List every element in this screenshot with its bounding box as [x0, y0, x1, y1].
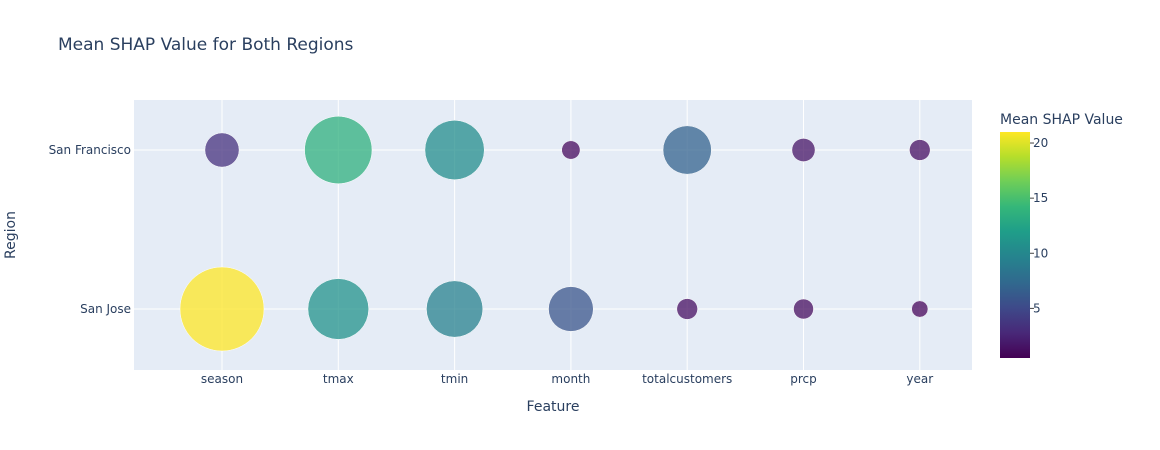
x-tick-label: totalcustomers [642, 372, 732, 386]
x-tick-labels: season tmax tmin month totalcustomers prcp yea… [201, 372, 933, 386]
bubble-tmin-san-francisco[interactable] [424, 120, 485, 180]
x-tick-label: tmin [441, 372, 468, 386]
bubble-prcp-san-jose[interactable] [793, 298, 814, 320]
bubble-prcp-san-francisco[interactable] [791, 138, 816, 162]
bubble-tmax-san-jose[interactable] [307, 278, 369, 340]
x-tick-label: season [201, 372, 243, 386]
bubble-totalcustomers-san-jose[interactable] [676, 298, 698, 320]
y-tick-labels: San Francisco San Jose [49, 143, 131, 316]
x-tick-label: tmax [323, 372, 354, 386]
x-tick-label: month [551, 372, 590, 386]
colorbar-tick-label: 15 [1033, 191, 1048, 205]
chart-title: Mean SHAP Value for Both Regions [58, 35, 354, 55]
colorbar-tick-label: 5 [1033, 301, 1041, 315]
x-tick-label: year [906, 372, 933, 386]
bubble-month-san-jose[interactable] [548, 286, 594, 332]
bubble-year-san-francisco[interactable] [909, 139, 931, 161]
y-axis-title: Region [3, 211, 19, 259]
bubble-season-san-jose[interactable] [179, 266, 265, 352]
colorbar-tick-label: 10 [1033, 246, 1048, 260]
bubble-season-san-francisco[interactable] [204, 132, 240, 168]
y-tick-label: San Jose [80, 302, 131, 316]
colorbar-tick-label: 20 [1033, 136, 1048, 150]
colorbar [1000, 132, 1030, 358]
colorbar-title: Mean SHAP Value [1000, 112, 1123, 128]
bubble-year-san-jose[interactable] [911, 300, 929, 318]
x-axis-title: Feature [527, 399, 580, 415]
bubbles [179, 116, 931, 352]
bubble-month-san-francisco[interactable] [561, 140, 581, 160]
colorbar-ticks: 5 10 15 20 [1030, 136, 1048, 315]
y-tick-label: San Francisco [49, 143, 131, 157]
bubble-tmin-san-jose[interactable] [426, 280, 484, 338]
x-tick-label: prcp [790, 372, 817, 386]
bubble-tmax-san-francisco[interactable] [304, 116, 373, 184]
bubble-totalcustomers-san-francisco[interactable] [662, 125, 712, 175]
plot-area [134, 100, 972, 370]
